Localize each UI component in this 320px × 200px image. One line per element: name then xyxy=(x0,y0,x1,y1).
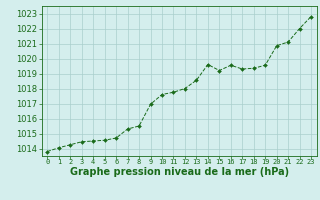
X-axis label: Graphe pression niveau de la mer (hPa): Graphe pression niveau de la mer (hPa) xyxy=(70,167,289,177)
